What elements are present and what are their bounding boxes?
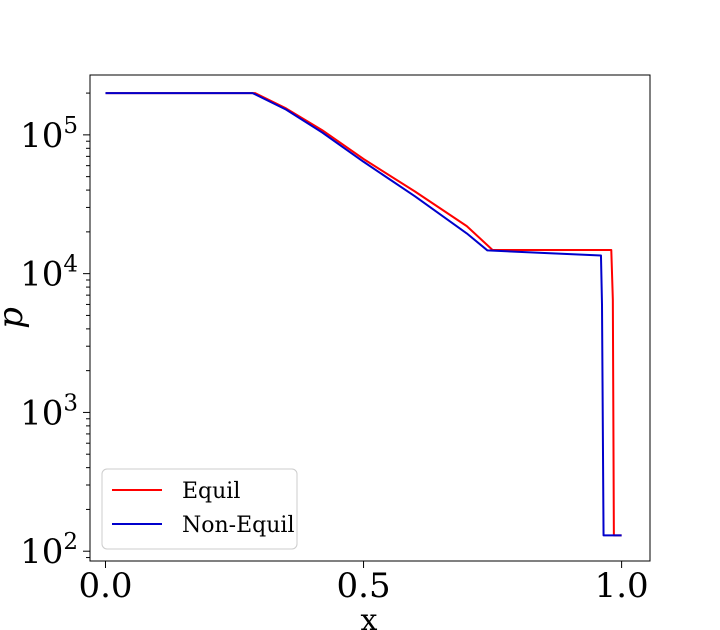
y-axis-label: p <box>0 307 31 329</box>
series-line-equil <box>105 92 622 537</box>
tick-labels: 0.0 0.5 1.0 102 103 104 105 <box>20 113 649 606</box>
minor-ticks <box>86 92 90 559</box>
y-tick-label: 102 <box>20 529 78 572</box>
legend: Equil Non-Equil <box>101 468 298 550</box>
y-tick-label: 104 <box>20 252 78 295</box>
x-tick-label: 1.0 <box>595 566 649 606</box>
x-axis-label: x <box>361 603 378 630</box>
x-tick-label: 0.0 <box>78 566 132 606</box>
legend-label-non-equil: Non-Equil <box>182 513 294 538</box>
major-ticks <box>83 134 623 568</box>
x-tick-label: 0.5 <box>337 566 391 606</box>
series-line-non-equil <box>105 92 622 537</box>
y-tick-label: 105 <box>20 113 78 156</box>
series-lines <box>105 92 622 537</box>
legend-label-equil: Equil <box>182 479 240 504</box>
y-tick-label: 103 <box>20 390 78 433</box>
